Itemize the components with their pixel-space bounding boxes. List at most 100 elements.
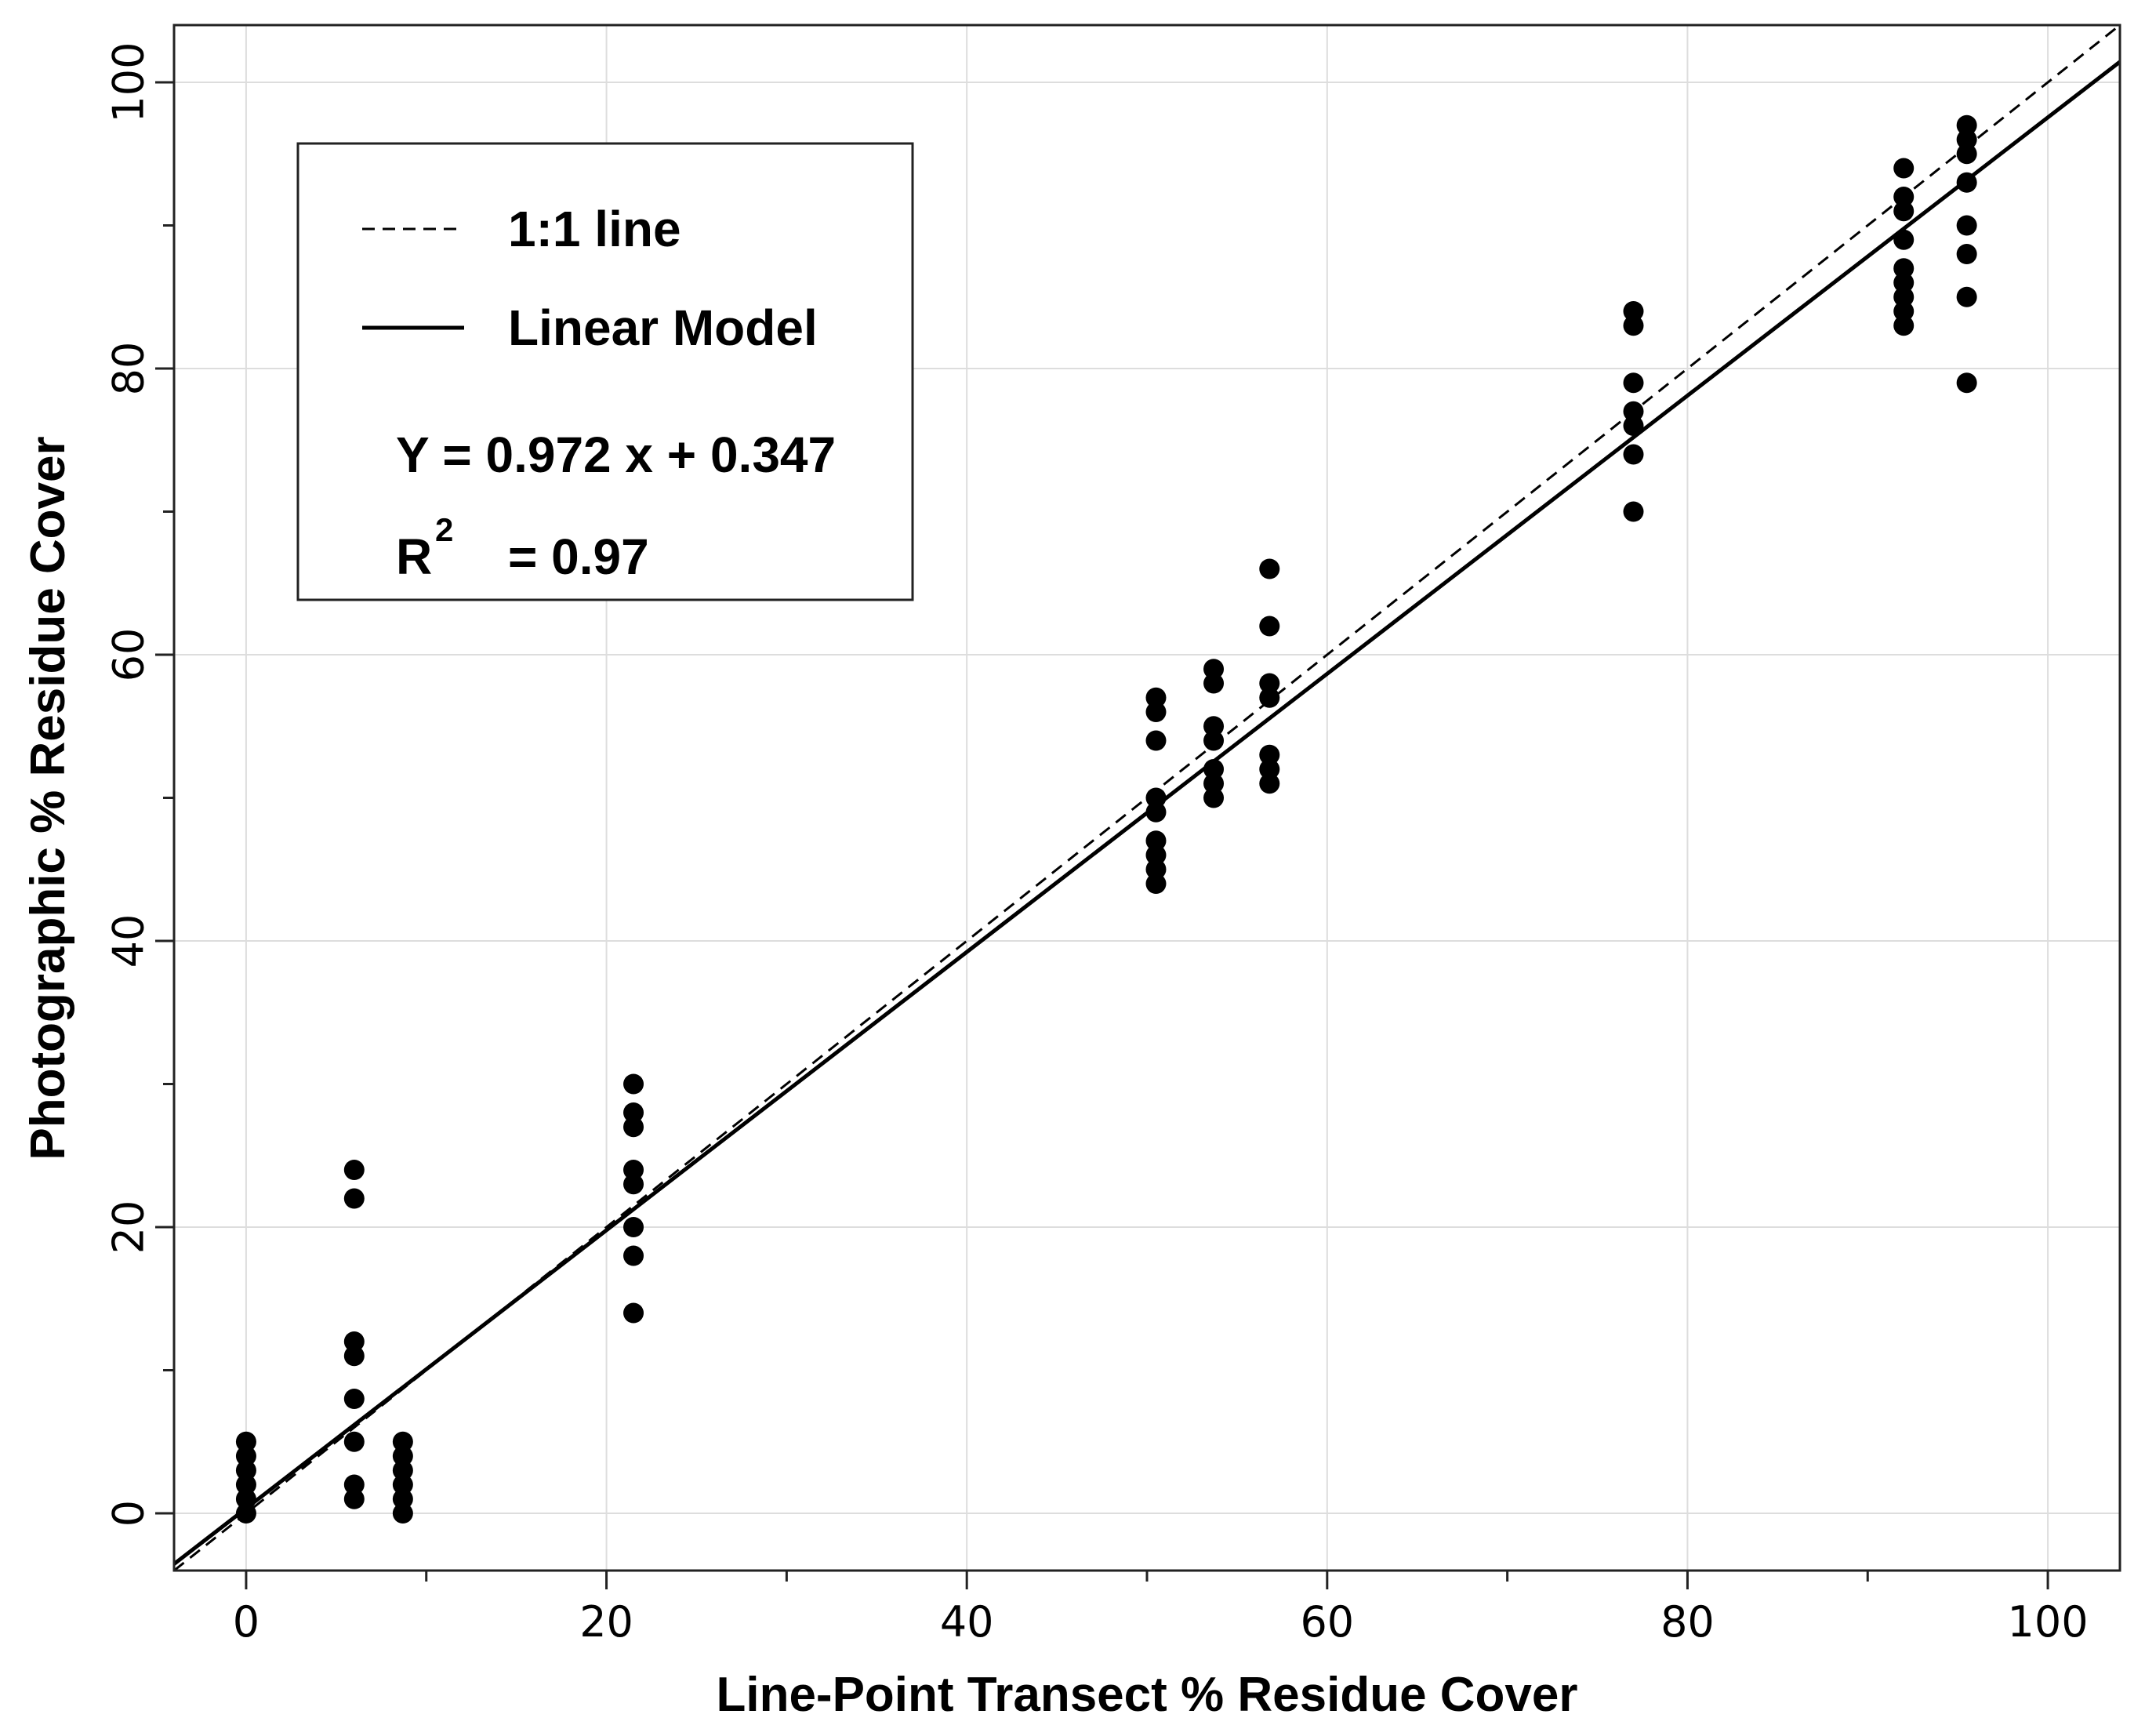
x-tick-label: 0 xyxy=(233,1597,260,1647)
data-point xyxy=(1956,129,1977,150)
data-point xyxy=(1145,730,1167,751)
data-point xyxy=(343,1331,365,1352)
data-point xyxy=(623,1217,644,1237)
data-point xyxy=(1259,558,1280,579)
data-point xyxy=(1203,673,1225,694)
data-point xyxy=(1623,401,1644,422)
y-tick-label: 0 xyxy=(104,1500,154,1527)
data-point xyxy=(1956,143,1977,165)
legend-r2-superscript: 2 xyxy=(435,511,453,548)
legend-box xyxy=(296,142,914,601)
data-point xyxy=(343,1188,365,1209)
legend-label-linear-model: Linear Model xyxy=(508,300,818,356)
data-point xyxy=(1893,258,1915,279)
data-point xyxy=(1203,773,1225,794)
data-point xyxy=(1259,616,1280,637)
data-point xyxy=(1145,702,1167,722)
data-point xyxy=(343,1346,365,1367)
y-tick-label: 40 xyxy=(104,914,154,968)
data-point xyxy=(343,1431,365,1452)
data-point xyxy=(1623,444,1644,465)
data-point xyxy=(392,1503,413,1524)
y-tick-label: 60 xyxy=(104,628,154,682)
axis-ticks: 0 20 40 60 80 100 0 20 40 60 80 100 xyxy=(104,42,2089,1647)
legend-equation: Y = 0.972 x + 0.347 xyxy=(396,427,836,483)
data-point xyxy=(392,1431,413,1452)
data-point xyxy=(1623,301,1644,321)
x-tick-label: 20 xyxy=(579,1597,633,1647)
data-point xyxy=(235,1446,256,1466)
data-point xyxy=(623,1160,644,1180)
data-point xyxy=(1893,272,1915,293)
data-point xyxy=(623,1174,644,1195)
data-point xyxy=(1623,315,1644,336)
data-point xyxy=(1893,315,1915,336)
data-point xyxy=(1956,114,1977,136)
data-point xyxy=(392,1474,413,1495)
legend-label-identity: 1:1 line xyxy=(508,201,681,257)
data-point xyxy=(392,1446,413,1466)
data-point xyxy=(1259,673,1280,694)
data-point xyxy=(1145,830,1167,852)
x-tick-label: 40 xyxy=(940,1597,994,1647)
data-point xyxy=(235,1488,256,1509)
data-point xyxy=(1259,744,1280,765)
data-point xyxy=(235,1474,256,1495)
data-point xyxy=(1956,286,1977,307)
data-point xyxy=(1893,201,1915,222)
data-point xyxy=(1145,801,1167,823)
data-point xyxy=(1893,301,1915,321)
data-point xyxy=(1623,416,1644,436)
data-point xyxy=(392,1460,413,1481)
data-point xyxy=(1203,730,1225,751)
data-point xyxy=(1203,659,1225,680)
data-point xyxy=(1259,687,1280,708)
data-point xyxy=(623,1102,644,1123)
legend: 1:1 line Linear Model Y = 0.972 x + 0.34… xyxy=(296,142,914,601)
legend-r2-value: = 0.97 xyxy=(508,528,649,585)
data-point xyxy=(1893,187,1915,207)
data-point xyxy=(343,1160,365,1180)
data-point xyxy=(1145,687,1167,708)
data-point xyxy=(1893,286,1915,307)
y-axis-label: Photographic % Residue Cover xyxy=(21,436,75,1160)
x-axis-label: Line-Point Transect % Residue Cover xyxy=(716,1668,1577,1722)
data-point xyxy=(623,1117,644,1138)
data-point xyxy=(623,1245,644,1266)
data-point xyxy=(235,1431,256,1452)
data-point xyxy=(1203,716,1225,737)
x-tick-label: 60 xyxy=(1300,1597,1354,1647)
data-point xyxy=(235,1503,256,1524)
data-point xyxy=(1145,859,1167,880)
data-point xyxy=(1145,787,1167,808)
data-point xyxy=(1893,158,1915,179)
data-point xyxy=(235,1460,256,1481)
data-point xyxy=(1145,873,1167,894)
data-point xyxy=(392,1488,413,1509)
data-point xyxy=(1203,787,1225,808)
y-tick-label: 20 xyxy=(104,1200,154,1255)
data-point xyxy=(343,1488,365,1509)
data-points xyxy=(235,114,1977,1524)
data-point xyxy=(1623,372,1644,394)
y-tick-label: 80 xyxy=(104,342,154,396)
data-point xyxy=(1623,501,1644,522)
data-point xyxy=(1956,215,1977,236)
x-tick-label: 100 xyxy=(2008,1597,2089,1647)
data-point xyxy=(1259,773,1280,794)
data-point xyxy=(623,1302,644,1324)
data-point xyxy=(623,1073,644,1095)
data-point xyxy=(343,1474,365,1495)
y-tick-label: 100 xyxy=(104,42,154,122)
legend-r2-letter: R xyxy=(396,528,432,585)
data-point xyxy=(1203,759,1225,779)
data-point xyxy=(1893,229,1915,250)
x-tick-label: 80 xyxy=(1660,1597,1715,1647)
data-point xyxy=(1259,759,1280,779)
data-point xyxy=(1145,844,1167,866)
data-point xyxy=(1956,172,1977,193)
data-point xyxy=(343,1389,365,1409)
data-point xyxy=(1956,372,1977,394)
data-point xyxy=(1956,244,1977,264)
